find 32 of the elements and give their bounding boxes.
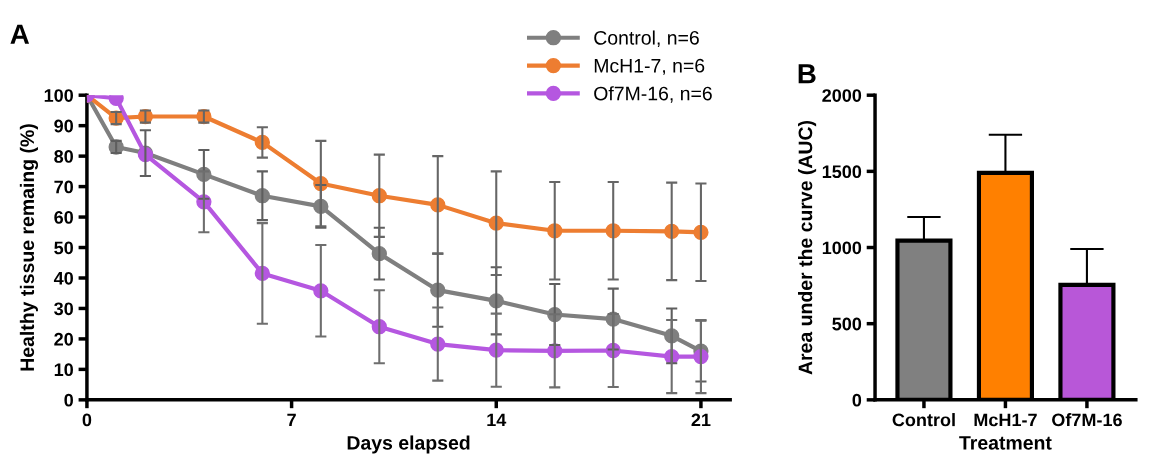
legend-label: McH1-7, n=6: [594, 58, 705, 75]
y-axis-title: Healthy tissue remaing (%): [19, 124, 39, 371]
y-tick-label: 80: [54, 150, 73, 163]
x-tick-label: Of7M-16: [1052, 413, 1122, 427]
y-tick-label: 90: [54, 119, 73, 133]
x-tick-label: 21: [691, 413, 711, 427]
y-tick-label: 2000: [822, 89, 862, 102]
text: A: [10, 24, 30, 44]
y-tick-label: 40: [53, 271, 73, 285]
legend-label: Control, n=6: [594, 30, 699, 48]
y-tick-label: 1500: [822, 165, 862, 179]
y-axis-title: Area under the curve (AUC): [798, 120, 817, 375]
y-tick-label: 30: [54, 302, 73, 316]
y-tick-label: 1000: [822, 241, 862, 255]
legend-label: Of7M-16, n=6: [594, 86, 712, 103]
x-tick-label: 0: [82, 413, 92, 427]
x-axis-title: Days elapsed: [347, 435, 470, 454]
y-tick-label: 10: [54, 363, 73, 377]
x-tick-label: McH1-7: [974, 413, 1037, 427]
x-tick-label: 14: [487, 413, 507, 427]
text: B: [798, 64, 816, 84]
y-tick-label: 0: [852, 393, 862, 407]
y-tick-label: 70: [54, 180, 73, 194]
y-tick-label: 0: [64, 393, 73, 407]
y-tick-label: 50: [54, 241, 73, 255]
y-tick-label: 60: [54, 210, 73, 224]
x-axis-title: Treatment: [959, 436, 1052, 450]
x-tick-label: Control: [892, 413, 955, 427]
y-tick-label: 500: [832, 317, 862, 331]
x-tick-label: 7: [287, 413, 296, 427]
y-tick-label: 20: [54, 332, 73, 346]
y-tick-label: 100: [44, 89, 73, 102]
